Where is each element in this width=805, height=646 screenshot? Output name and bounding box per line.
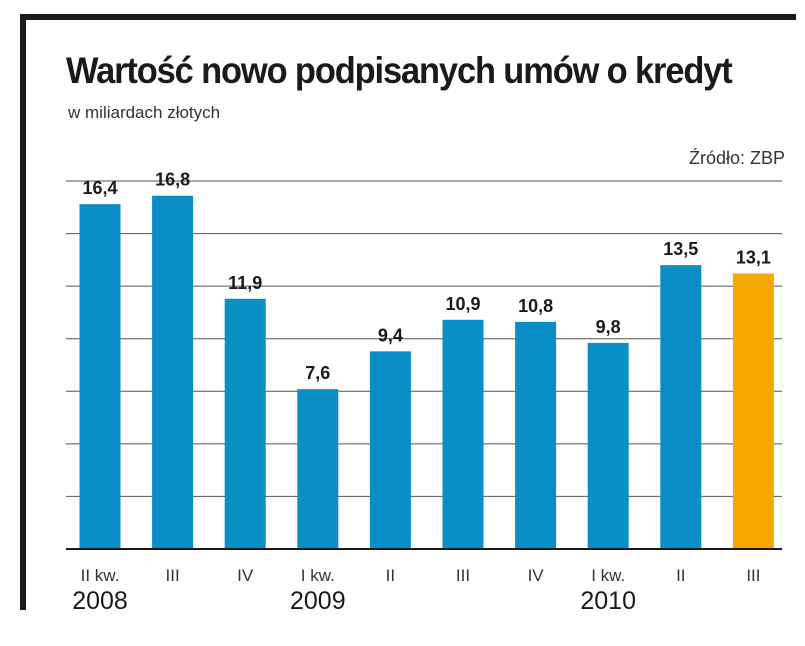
bar <box>152 195 194 549</box>
bar <box>297 389 339 549</box>
bar-value-label: 16,8 <box>155 170 190 190</box>
frame-left-rule <box>20 14 26 610</box>
bar-value-label: 10,9 <box>445 294 480 314</box>
bar <box>369 351 411 549</box>
x-tick-label: I kw. <box>591 566 625 585</box>
frame-top-rule <box>20 14 796 20</box>
bar <box>732 273 774 549</box>
x-tick-label: III <box>166 566 180 585</box>
bar-value-label: 9,8 <box>596 317 621 337</box>
chart-source: Źródło: ZBP <box>688 148 785 168</box>
bar-value-label: 7,6 <box>305 363 330 383</box>
x-tick-label: IV <box>237 566 254 585</box>
year-label: 2010 <box>580 587 636 615</box>
x-tick-label: III <box>456 566 470 585</box>
chart-title: Wartość nowo podpisanych umów o kredyt <box>66 50 733 91</box>
bar-value-label: 11,9 <box>228 273 262 293</box>
bar <box>79 204 121 550</box>
bar <box>587 342 629 549</box>
x-tick-label: III <box>746 566 760 585</box>
bar <box>515 321 557 549</box>
bar <box>224 298 266 549</box>
chart-subtitle: w miliardach złotych <box>68 103 221 122</box>
bar-value-label: 9,4 <box>378 325 403 345</box>
x-tick-label: I kw. <box>301 566 335 585</box>
year-label: 2009 <box>290 587 346 615</box>
x-tick-label: II <box>386 566 395 585</box>
x-tick-label: II <box>676 566 685 585</box>
bar-value-label: 16,4 <box>82 178 117 198</box>
x-tick-label: IV <box>528 566 545 585</box>
x-tick-label: II kw. <box>81 566 120 585</box>
year-label: 2008 <box>72 587 128 615</box>
bar <box>442 319 484 549</box>
bar <box>660 265 702 549</box>
bar-value-label: 13,5 <box>663 239 698 259</box>
bar-value-label: 10,8 <box>518 296 553 316</box>
bar-value-label: 13,1 <box>736 248 771 268</box>
